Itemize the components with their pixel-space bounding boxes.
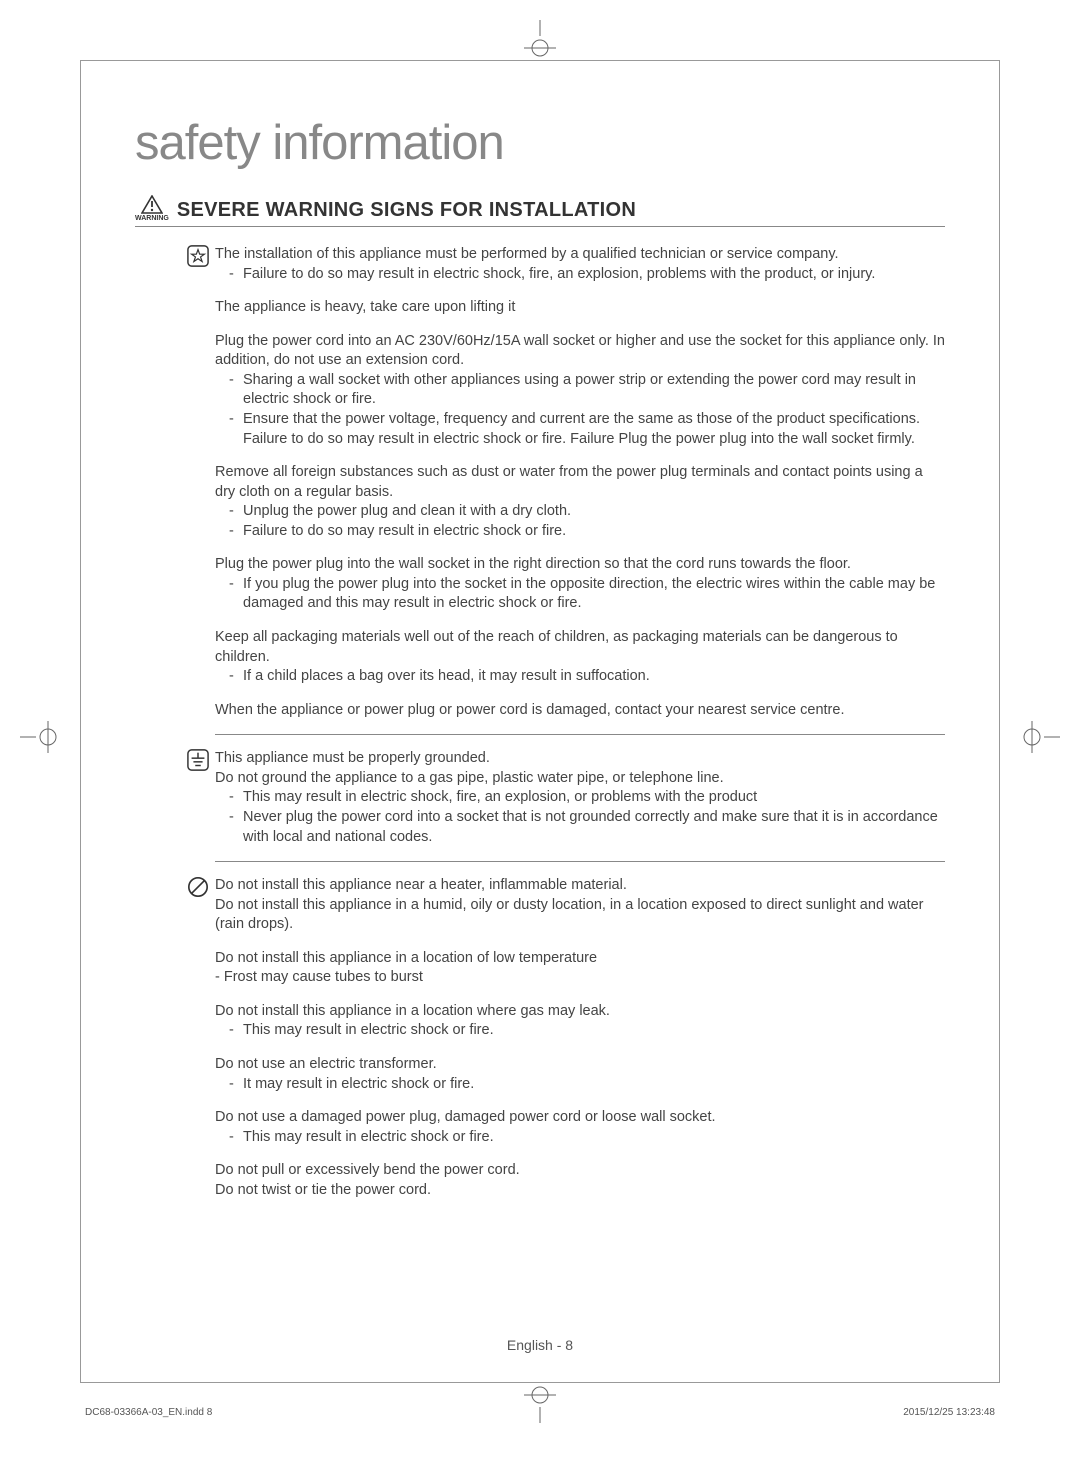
paragraph: Do not install this appliance in a locat…	[215, 949, 945, 988]
section-title: SEVERE WARNING SIGNS FOR INSTALLATION	[177, 199, 636, 222]
warning-label: WARNING	[135, 215, 169, 222]
sub-item: If a child places a bag over its head, i…	[229, 667, 945, 687]
paragraph-text: Remove all foreign substances such as du…	[215, 463, 945, 502]
footer-meta: DC68-03366A-03_EN.indd 8 2015/12/25 13:2…	[85, 1407, 995, 1418]
paragraph: Plug the power cord into an AC 230V/60Hz…	[215, 332, 945, 449]
sub-list: If you plug the power plug into the sock…	[215, 575, 945, 614]
sub-list: This may result in electric shock, fire,…	[215, 788, 945, 847]
sub-list: It may result in electric shock or fire.	[215, 1075, 945, 1095]
sub-item: This may result in electric shock or fir…	[229, 1128, 945, 1148]
paragraph-text: The installation of this appliance must …	[215, 245, 945, 265]
page-title: safety information	[135, 115, 945, 171]
sub-list: Unplug the power plug and clean it with …	[215, 502, 945, 541]
paragraph-text: Do not use a damaged power plug, damaged…	[215, 1108, 945, 1128]
paragraph: Do not pull or excessively bend the powe…	[215, 1161, 945, 1200]
safety-block: This appliance must be properly grounded…	[135, 749, 945, 847]
sub-item: Failure to do so may result in electric …	[229, 265, 945, 285]
star-box-icon	[135, 245, 215, 720]
paragraph-text: The appliance is heavy, take care upon l…	[215, 298, 945, 318]
safety-block: Do not install this appliance near a hea…	[135, 876, 945, 1200]
paragraph: Keep all packaging materials well out of…	[215, 628, 945, 687]
paragraph: Do not install this appliance near a hea…	[215, 876, 945, 935]
paragraph-text: Do not install this appliance near a hea…	[215, 876, 945, 935]
page-number: English - 8	[0, 1337, 1080, 1353]
sub-item: Failure to do so may result in electric …	[229, 522, 945, 542]
sub-item: It may result in electric shock or fire.	[229, 1075, 945, 1095]
print-timestamp: 2015/12/25 13:23:48	[903, 1407, 995, 1418]
paragraph: This appliance must be properly grounded…	[215, 749, 945, 847]
paragraph-text: Do not pull or excessively bend the powe…	[215, 1161, 945, 1200]
sub-item: Unplug the power plug and clean it with …	[229, 502, 945, 522]
paragraph-text: Do not use an electric transformer.	[215, 1055, 945, 1075]
file-reference: DC68-03366A-03_EN.indd 8	[85, 1407, 212, 1418]
crop-mark-left	[20, 717, 60, 757]
ground-icon	[135, 749, 215, 847]
sub-list: This may result in electric shock or fir…	[215, 1021, 945, 1041]
text-column: This appliance must be properly grounded…	[215, 749, 945, 847]
sub-list: This may result in electric shock or fir…	[215, 1128, 945, 1148]
sub-list: Failure to do so may result in electric …	[215, 265, 945, 285]
divider	[215, 734, 945, 735]
paragraph: Remove all foreign substances such as du…	[215, 463, 945, 541]
paragraph-text: When the appliance or power plug or powe…	[215, 701, 945, 721]
sub-item: This may result in electric shock, fire,…	[229, 788, 945, 808]
paragraph: When the appliance or power plug or powe…	[215, 701, 945, 721]
paragraph: Do not use a damaged power plug, damaged…	[215, 1108, 945, 1147]
warning-icon: WARNING	[135, 195, 169, 222]
sub-item: This may result in electric shock or fir…	[229, 1021, 945, 1041]
sub-item: Sharing a wall socket with other applian…	[229, 371, 945, 410]
paragraph-text: Do not install this appliance in a locat…	[215, 1002, 945, 1022]
divider	[215, 861, 945, 862]
paragraph: Plug the power plug into the wall socket…	[215, 555, 945, 614]
crop-mark-right	[1020, 717, 1060, 757]
text-column: The installation of this appliance must …	[215, 245, 945, 720]
sub-item: Ensure that the power voltage, frequency…	[229, 410, 945, 449]
paragraph-text: Plug the power plug into the wall socket…	[215, 555, 945, 575]
paragraph: The installation of this appliance must …	[215, 245, 945, 284]
text-column: Do not install this appliance near a hea…	[215, 876, 945, 1200]
paragraph-text: Do not install this appliance in a locat…	[215, 949, 945, 988]
crop-mark-top	[520, 20, 560, 60]
sub-list: Sharing a wall socket with other applian…	[215, 371, 945, 449]
paragraph-text: This appliance must be properly grounded…	[215, 749, 945, 788]
paragraph: The appliance is heavy, take care upon l…	[215, 298, 945, 318]
paragraph: Do not use an electric transformer.It ma…	[215, 1055, 945, 1094]
paragraph: Do not install this appliance in a locat…	[215, 1002, 945, 1041]
section-header: WARNING SEVERE WARNING SIGNS FOR INSTALL…	[135, 195, 945, 227]
prohibit-icon	[135, 876, 215, 1200]
sub-list: If a child places a bag over its head, i…	[215, 667, 945, 687]
sub-item: Never plug the power cord into a socket …	[229, 808, 945, 847]
paragraph-text: Plug the power cord into an AC 230V/60Hz…	[215, 332, 945, 371]
paragraph-text: Keep all packaging materials well out of…	[215, 628, 945, 667]
page-content: safety information WARNING SEVERE WARNIN…	[135, 115, 945, 1214]
safety-block: The installation of this appliance must …	[135, 245, 945, 720]
sub-item: If you plug the power plug into the sock…	[229, 575, 945, 614]
